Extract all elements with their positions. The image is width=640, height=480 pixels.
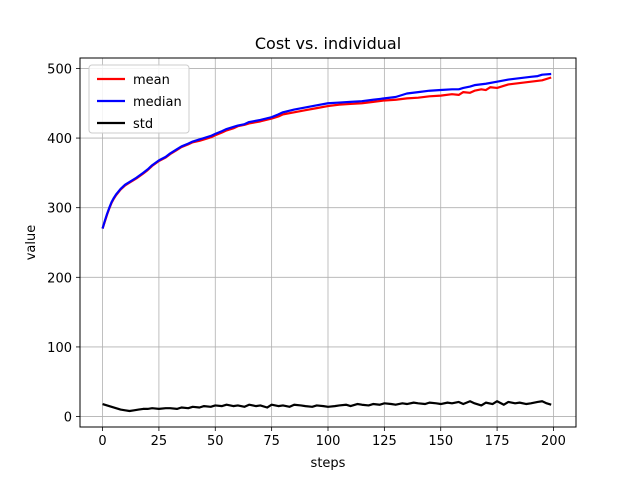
y-tick-label: 0: [64, 411, 72, 426]
x-tick-label: 0: [98, 434, 106, 449]
x-tick-label: 50: [207, 434, 224, 449]
x-tick-label: 75: [263, 434, 280, 449]
legend-label-std: std: [133, 117, 153, 132]
chart-title: Cost vs. individual: [255, 34, 401, 53]
legend-box: [88, 64, 190, 134]
x-tick-label: 150: [428, 434, 453, 449]
y-tick-label: 300: [47, 202, 72, 217]
x-tick-label: 100: [316, 434, 341, 449]
x-tick-label: 175: [485, 434, 510, 449]
legend: mean median std: [88, 64, 190, 134]
y-axis-label: value: [24, 225, 39, 261]
legend-label-mean: mean: [133, 73, 170, 88]
y-tick-label: 500: [47, 62, 72, 77]
series-layer: [101, 72, 552, 413]
grid: [80, 58, 576, 427]
y-tick-label: 400: [47, 132, 72, 147]
legend-label-median: median: [133, 95, 182, 110]
x-axis-label: steps: [311, 456, 346, 471]
y-tick-label: 200: [47, 271, 72, 286]
x-tick-label: 125: [372, 434, 397, 449]
ticks: 0 25 50 75 100 125 150 175 200 0 100 200 300 400 500: [47, 62, 566, 449]
series-line-std: [102, 400, 552, 413]
y-tick-label: 100: [47, 341, 72, 356]
x-tick-label: 25: [151, 434, 168, 449]
x-tick-label: 200: [541, 434, 566, 449]
series-line-median: [101, 72, 552, 229]
